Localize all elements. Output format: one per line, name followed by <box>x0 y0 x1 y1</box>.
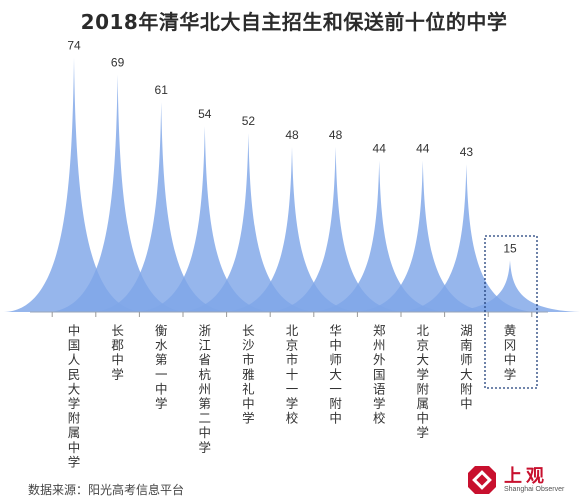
category-label-2: 衡水第一中学 <box>155 323 168 411</box>
spike-10 <box>440 260 580 312</box>
value-label-1: 69 <box>111 56 125 70</box>
value-label-4: 52 <box>242 114 256 128</box>
category-label-10: 黄冈中学 <box>504 323 517 382</box>
value-labels: 74 69 61 54 52 48 48 44 44 43 15 <box>67 38 517 255</box>
x-ticks <box>51 312 533 317</box>
spike-1 <box>47 74 188 312</box>
value-label-9: 43 <box>460 145 474 159</box>
category-label-7: 郑州外国语学校 <box>373 323 386 426</box>
category-label-0: 中国人民大学附属中学 <box>68 323 81 469</box>
value-label-6: 48 <box>329 128 343 142</box>
spike-0 <box>4 57 144 312</box>
spike-series <box>4 57 580 313</box>
category-label-6: 华中师大一附中 <box>329 323 342 426</box>
value-label-8: 44 <box>416 142 430 156</box>
logo-mark-icon <box>468 466 496 494</box>
logo-text-cn: 上观 <box>504 466 548 487</box>
source-note: 数据来源：阳光高考信息平台 <box>28 483 185 497</box>
spike-3 <box>134 126 275 313</box>
category-label-3: 浙江省杭州第二中学 <box>199 323 212 455</box>
category-label-5: 北京市十一学校 <box>286 323 299 426</box>
spike-4 <box>178 133 319 312</box>
value-label-3: 54 <box>198 107 212 121</box>
category-label-4: 长沙市雅礼中学 <box>242 323 255 426</box>
spike-7 <box>309 160 450 312</box>
spike-2 <box>91 102 232 312</box>
spike-9 <box>396 164 537 312</box>
spike-6 <box>265 146 406 312</box>
value-label-0: 74 <box>67 38 81 52</box>
category-labels: 中国人民大学附属中学 长郡中学 衡水第一中学 浙江省杭州第二中学 长沙市雅礼中学 北京市十… <box>68 323 517 469</box>
spike-5 <box>222 146 362 312</box>
spike-8 <box>352 160 493 312</box>
value-label-10: 15 <box>503 241 517 255</box>
category-label-1: 长郡中学 <box>111 323 124 382</box>
value-label-2: 61 <box>155 83 169 97</box>
chart-title: 2018年清华北大自主招生和保送前十位的中学 <box>80 10 508 34</box>
shanghai-observer-logo: 上观 Shanghai Observer <box>466 464 576 498</box>
category-label-8: 北京大学附属中学 <box>417 323 430 440</box>
value-label-5: 48 <box>285 128 299 142</box>
logo-text-en: Shanghai Observer <box>504 486 565 493</box>
highlight-box <box>484 235 538 389</box>
category-label-9: 湖南师大附中 <box>460 323 473 411</box>
value-label-7: 44 <box>373 142 387 156</box>
